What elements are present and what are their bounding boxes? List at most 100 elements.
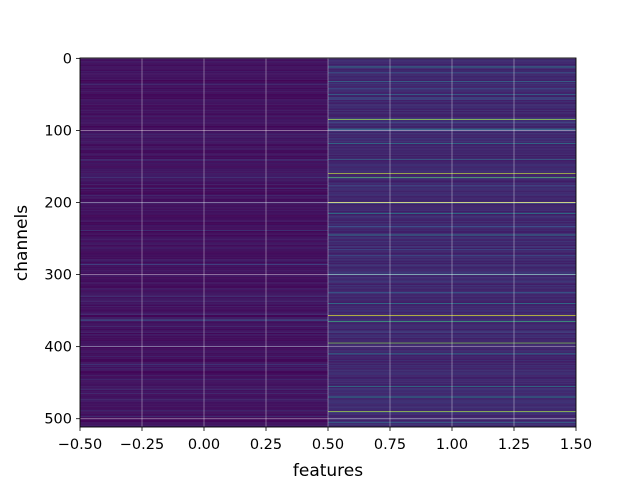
heatmap-cell: [328, 122, 576, 124]
heatmap-cell: [80, 192, 328, 194]
heatmap-cell: [80, 327, 328, 329]
heatmap-cell: [80, 260, 328, 262]
heatmap-cell: [80, 211, 328, 213]
heatmap-cell: [328, 63, 576, 65]
x-tick-label: 0.75: [374, 437, 406, 453]
heatmap-cell: [80, 85, 328, 87]
heatmap-cell: [328, 76, 576, 78]
heatmap-cell: [80, 382, 328, 384]
heatmap-cell: [80, 102, 328, 104]
heatmap-cell: [328, 143, 576, 145]
heatmap-cell: [328, 212, 576, 214]
heatmap-cell: [328, 246, 576, 248]
heatmap-cell: [328, 422, 576, 424]
heatmap-cell: [328, 237, 576, 239]
heatmap-cell: [328, 316, 576, 318]
x-tick-label: 0.25: [250, 437, 282, 453]
heatmap-cell: [328, 173, 576, 175]
heatmap-cell: [80, 184, 328, 186]
heatmap-cell: [80, 370, 328, 372]
heatmap-cell: [328, 156, 576, 158]
heatmap-cell: [328, 224, 576, 226]
heatmap-cell: [80, 187, 328, 189]
heatmap-cell: [80, 267, 328, 269]
heatmap-cell: [80, 218, 328, 220]
heatmap-cell: [80, 295, 328, 297]
heatmap-cell: [328, 136, 576, 138]
heatmap-cell: [80, 201, 328, 203]
heatmap-cell: [80, 401, 328, 403]
heatmap-cell: [80, 323, 328, 325]
heatmap-cell: [80, 377, 328, 380]
heatmap-cell: [80, 321, 328, 323]
heatmap-cell: [80, 345, 328, 347]
heatmap-cell: [328, 293, 576, 295]
heatmap-cell: [328, 372, 576, 374]
heatmap-cell: [328, 380, 576, 382]
heatmap-cell: [80, 115, 328, 117]
heatmap-cell: [328, 370, 576, 372]
heatmap-cell: [328, 132, 576, 134]
heatmap-cell: [328, 323, 576, 325]
heatmap-cell: [80, 264, 328, 266]
heatmap-cell: [80, 97, 328, 99]
heatmap-cell: [328, 165, 576, 167]
heatmap-cell: [80, 290, 328, 292]
heatmap-cell: [80, 179, 328, 181]
heatmap-cell: [80, 206, 328, 208]
heatmap-cell: [328, 315, 576, 317]
heatmap-cell: [328, 184, 576, 186]
heatmap-cell: [328, 167, 576, 169]
heatmap-cell: [328, 248, 576, 251]
heatmap-cell: [80, 290, 328, 292]
heatmap-cell: [80, 291, 328, 293]
heatmap-cell: [80, 68, 328, 70]
heatmap-cell: [328, 141, 576, 143]
heatmap-cell: [328, 376, 576, 378]
heatmap-cell: [328, 115, 576, 117]
heatmap-cell: [328, 379, 576, 381]
heatmap-cell: [328, 153, 576, 155]
heatmap-cell: [328, 295, 576, 297]
heatmap-cell: [328, 355, 576, 357]
heatmap-cell: [80, 316, 328, 318]
heatmap-cell: [80, 158, 328, 160]
heatmap-cell: [328, 269, 576, 271]
heatmap-cell: [328, 223, 576, 225]
heatmap-cell: [328, 412, 576, 414]
heatmap-cell: [80, 134, 328, 136]
heatmap-cell: [80, 391, 328, 393]
heatmap-cell: [80, 274, 328, 276]
heatmap-cell: [328, 156, 576, 158]
heatmap-cell: [328, 377, 576, 379]
heatmap-cell: [80, 161, 328, 163]
heatmap-cell: [80, 305, 328, 307]
heatmap-cell: [328, 311, 576, 313]
heatmap-cell: [328, 146, 576, 148]
heatmap-cell: [328, 104, 576, 106]
heatmap-cell: [80, 385, 328, 387]
heatmap-cell: [80, 409, 328, 411]
heatmap-cell: [328, 256, 576, 258]
heatmap-cell: [80, 157, 328, 159]
heatmap-cell: [80, 147, 328, 149]
heatmap-cell: [328, 408, 576, 410]
heatmap-cell: [80, 357, 328, 359]
heatmap-cell: [328, 339, 576, 341]
heatmap-cell: [80, 213, 328, 215]
heatmap-cell: [80, 275, 328, 277]
heatmap-cell: [328, 108, 576, 110]
heatmap-cell: [80, 253, 328, 255]
heatmap-cell: [80, 352, 328, 354]
heatmap-cell: [328, 421, 576, 423]
heatmap-cell: [328, 264, 576, 266]
heatmap-cell: [328, 150, 576, 152]
heatmap-cell: [328, 234, 576, 236]
heatmap-cell: [328, 193, 576, 195]
heatmap-cell: [80, 395, 328, 397]
heatmap-cell: [80, 285, 328, 287]
heatmap-cell: [80, 256, 328, 258]
heatmap-cell: [328, 110, 576, 112]
heatmap-cell: [80, 248, 328, 250]
heatmap-cell: [328, 67, 576, 69]
